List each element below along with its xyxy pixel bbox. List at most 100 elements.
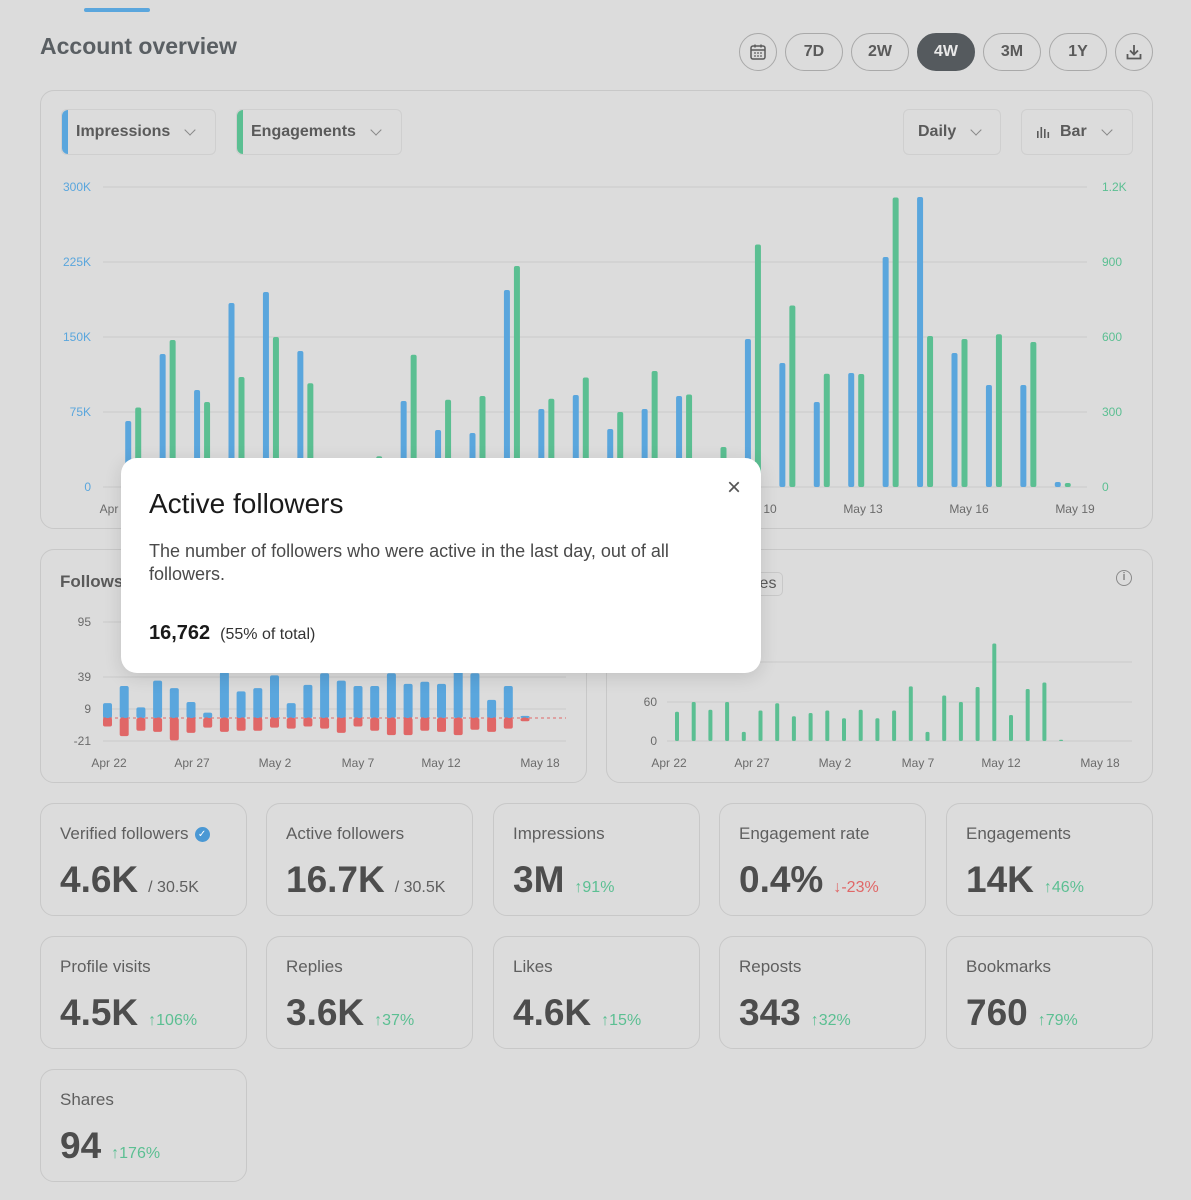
replies-bar[interactable] bbox=[775, 703, 780, 741]
impressions-bar[interactable] bbox=[779, 363, 786, 487]
impressions-bar[interactable] bbox=[951, 353, 958, 487]
stat-card-shares[interactable]: Shares 94 ↑176% bbox=[40, 1069, 247, 1182]
follows-bar[interactable] bbox=[403, 683, 413, 718]
follows-bar[interactable] bbox=[420, 681, 430, 718]
follows-bar[interactable] bbox=[437, 683, 446, 718]
follows-bar[interactable] bbox=[353, 686, 363, 718]
interval-select[interactable]: Daily bbox=[903, 109, 1001, 155]
unfollows-bar[interactable] bbox=[219, 718, 229, 732]
follows-bar[interactable] bbox=[520, 715, 530, 718]
impressions-bar[interactable] bbox=[985, 385, 992, 487]
follows-bar[interactable] bbox=[336, 680, 346, 718]
replies-bar[interactable] bbox=[691, 702, 696, 741]
stat-card-profile-visits[interactable]: Profile visits 4.5K ↑106% bbox=[40, 936, 247, 1049]
unfollows-bar[interactable] bbox=[503, 718, 513, 729]
calendar-button[interactable] bbox=[739, 33, 777, 71]
unfollows-bar[interactable] bbox=[253, 718, 263, 731]
unfollows-bar[interactable] bbox=[370, 718, 380, 731]
unfollows-bar[interactable] bbox=[119, 718, 129, 737]
follows-bar[interactable] bbox=[386, 673, 396, 718]
replies-bar[interactable] bbox=[975, 687, 980, 741]
unfollows-bar[interactable] bbox=[270, 718, 279, 728]
impressions-bar[interactable] bbox=[917, 197, 924, 487]
unfollows-bar[interactable] bbox=[203, 718, 213, 728]
replies-bar[interactable] bbox=[1009, 715, 1013, 741]
unfollows-bar[interactable] bbox=[403, 718, 413, 736]
replies-bar[interactable] bbox=[741, 731, 746, 741]
stat-card-engagements[interactable]: Engagements 14K ↑46% bbox=[946, 803, 1153, 916]
replies-bar[interactable] bbox=[942, 695, 947, 742]
replies-bar[interactable] bbox=[1025, 689, 1030, 741]
follows-bar[interactable] bbox=[136, 707, 146, 718]
follows-bar[interactable] bbox=[286, 703, 296, 718]
impressions-bar[interactable] bbox=[503, 290, 510, 487]
replies-bar[interactable] bbox=[992, 643, 997, 742]
unfollows-bar[interactable] bbox=[169, 718, 179, 741]
replies-bar[interactable] bbox=[842, 718, 846, 741]
follows-bar[interactable] bbox=[487, 699, 497, 718]
replies-bar[interactable] bbox=[858, 709, 863, 741]
stat-card-impressions[interactable]: Impressions 3M ↑91% bbox=[493, 803, 700, 916]
range-4w-button[interactable]: 4W bbox=[917, 33, 975, 71]
engagements-bar[interactable] bbox=[513, 266, 520, 487]
engagements-bar[interactable] bbox=[858, 374, 865, 487]
engagements-bar[interactable] bbox=[169, 340, 176, 487]
engagements-bar[interactable] bbox=[1064, 483, 1071, 487]
impressions-bar[interactable] bbox=[1054, 482, 1061, 487]
replies-bar[interactable] bbox=[892, 710, 897, 741]
follows-bar[interactable] bbox=[370, 686, 380, 718]
unfollows-bar[interactable] bbox=[286, 718, 296, 729]
range-2w-button[interactable]: 2W bbox=[851, 33, 909, 71]
replies-bar[interactable] bbox=[791, 716, 796, 741]
unfollows-bar[interactable] bbox=[453, 718, 463, 736]
range-1y-button[interactable]: 1Y bbox=[1049, 33, 1107, 71]
range-3m-button[interactable]: 3M bbox=[983, 33, 1041, 71]
engagements-bar[interactable] bbox=[927, 336, 934, 487]
stat-card-verified-followers[interactable]: Verified followers ✓ 4.6K / 30.5K bbox=[40, 803, 247, 916]
follows-bar[interactable] bbox=[236, 691, 246, 718]
follows-bar[interactable] bbox=[253, 688, 263, 718]
unfollows-bar[interactable] bbox=[353, 718, 363, 727]
follows-bar[interactable] bbox=[453, 668, 463, 718]
close-icon[interactable]: × bbox=[726, 474, 741, 501]
replies-bar[interactable] bbox=[925, 731, 930, 741]
engagements-bar[interactable] bbox=[961, 339, 968, 487]
unfollows-bar[interactable] bbox=[420, 718, 430, 731]
download-button[interactable] bbox=[1115, 33, 1153, 71]
engagements-bar[interactable] bbox=[823, 373, 830, 487]
stat-card-engagement-rate[interactable]: Engagement rate 0.4% ↓-23% bbox=[719, 803, 926, 916]
follows-bar[interactable] bbox=[470, 673, 480, 718]
impressions-bar[interactable] bbox=[262, 292, 269, 487]
engagements-bar[interactable] bbox=[410, 354, 417, 487]
follows-bar[interactable] bbox=[119, 686, 129, 718]
impressions-bar[interactable] bbox=[848, 373, 855, 487]
replies-bar[interactable] bbox=[708, 709, 713, 741]
replies-bar[interactable] bbox=[958, 702, 963, 741]
engagements-bar[interactable] bbox=[754, 244, 761, 488]
stat-card-replies[interactable]: Replies 3.6K ↑37% bbox=[266, 936, 473, 1049]
engagements-bar[interactable] bbox=[1030, 342, 1037, 487]
follows-bar[interactable] bbox=[169, 688, 179, 718]
unfollows-bar[interactable] bbox=[186, 718, 196, 733]
follows-bar[interactable] bbox=[503, 686, 513, 718]
replies-bar[interactable] bbox=[758, 710, 763, 741]
follows-bar[interactable] bbox=[303, 684, 313, 718]
replies-bar[interactable] bbox=[675, 711, 679, 741]
unfollows-bar[interactable] bbox=[437, 718, 446, 732]
replies-bar[interactable] bbox=[808, 713, 813, 741]
replies-bar[interactable] bbox=[875, 718, 880, 741]
unfollows-bar[interactable] bbox=[103, 718, 112, 727]
engagements-bar[interactable] bbox=[995, 334, 1002, 487]
replies-bar[interactable] bbox=[1059, 739, 1064, 741]
engagements-bar[interactable] bbox=[272, 337, 279, 487]
follows-bar[interactable] bbox=[219, 672, 229, 718]
unfollows-bar[interactable] bbox=[136, 718, 146, 731]
unfollows-bar[interactable] bbox=[303, 718, 313, 727]
follows-bar[interactable] bbox=[186, 702, 196, 718]
follows-bar[interactable] bbox=[320, 673, 330, 718]
info-icon[interactable]: i bbox=[1116, 570, 1132, 586]
impressions-metric-select[interactable]: Impressions bbox=[61, 109, 216, 155]
replies-bar[interactable] bbox=[908, 686, 913, 741]
unfollows-bar[interactable] bbox=[336, 718, 346, 733]
chart-type-select[interactable]: Bar bbox=[1021, 109, 1133, 155]
